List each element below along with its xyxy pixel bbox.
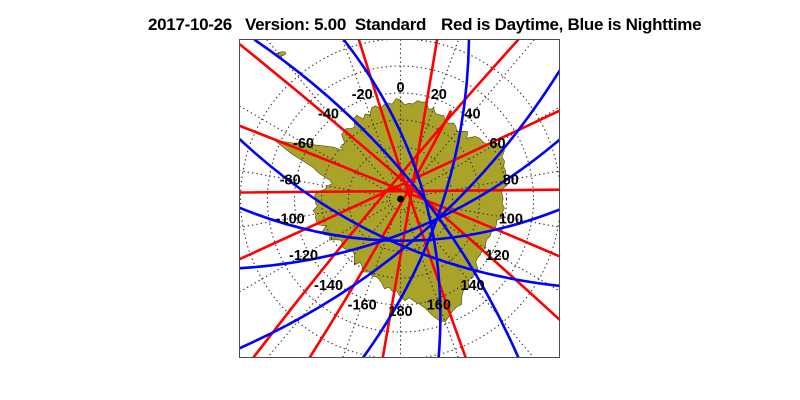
svg-text:140: 140: [460, 278, 484, 294]
svg-text:0: 0: [396, 80, 404, 96]
svg-text:20: 20: [431, 87, 447, 103]
svg-text:-60: -60: [293, 136, 314, 152]
svg-text:-20: -20: [352, 87, 373, 103]
svg-text:40: 40: [464, 106, 480, 122]
svg-text:80: 80: [503, 173, 519, 189]
svg-text:160: 160: [427, 297, 451, 313]
svg-text:60: 60: [489, 136, 505, 152]
svg-text:-40: -40: [318, 106, 339, 122]
svg-text:-120: -120: [289, 248, 318, 264]
svg-text:180: 180: [388, 304, 412, 320]
svg-text:-80: -80: [280, 173, 301, 189]
svg-text:-100: -100: [276, 211, 305, 227]
svg-text:120: 120: [485, 248, 509, 264]
svg-text:100: 100: [499, 211, 523, 227]
svg-text:-140: -140: [314, 278, 343, 294]
svg-text:-160: -160: [348, 297, 377, 313]
